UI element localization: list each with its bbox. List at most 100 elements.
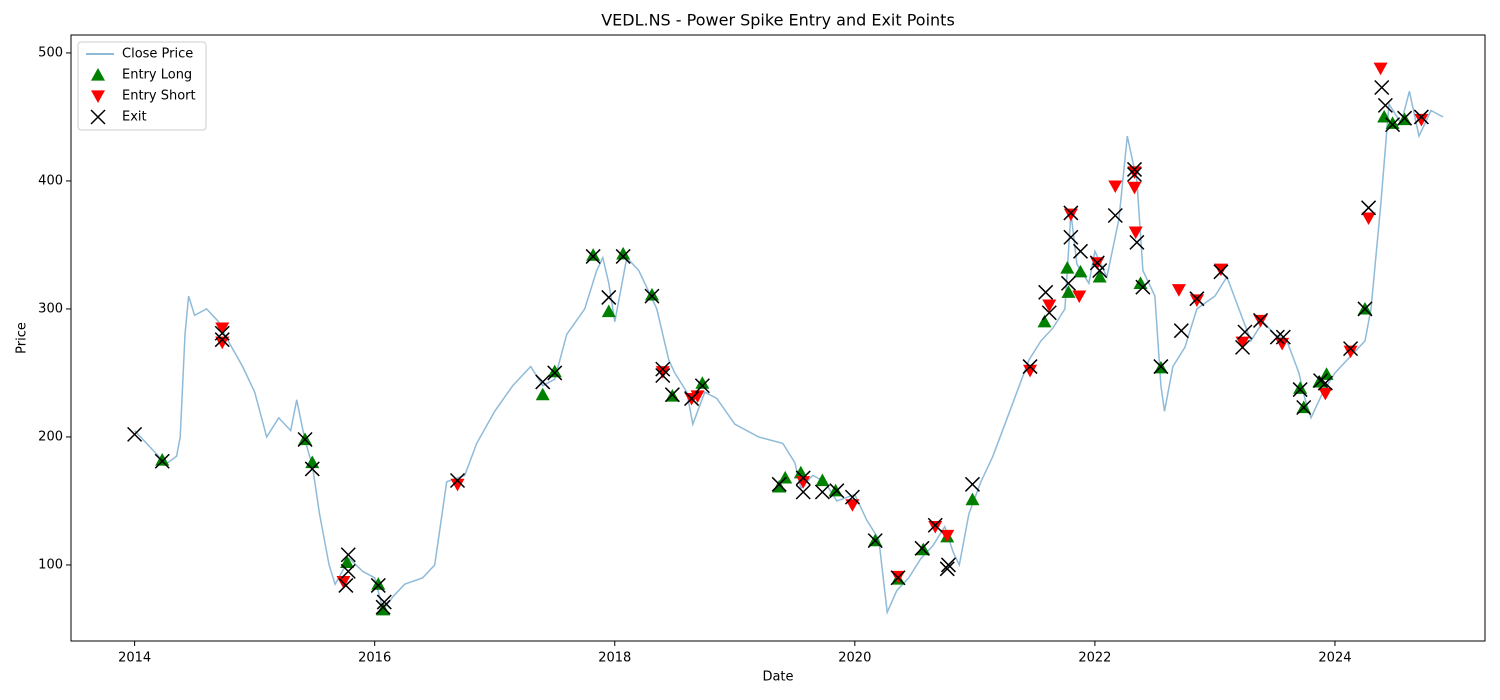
- marker: [1060, 275, 1077, 291]
- marker: [1129, 234, 1145, 250]
- marker: [1108, 180, 1123, 194]
- marker: [1063, 208, 1078, 222]
- legend-label: Exit: [122, 110, 147, 125]
- marker: [449, 472, 466, 489]
- marker: [940, 557, 956, 573]
- marker: [1092, 263, 1108, 279]
- marker: [305, 455, 320, 469]
- marker: [1343, 341, 1359, 357]
- marker: [338, 577, 354, 593]
- marker: [1373, 62, 1388, 76]
- marker: [1189, 294, 1204, 307]
- marker: [1357, 301, 1373, 317]
- marker: [644, 287, 659, 301]
- x-tick-label: 2018: [598, 651, 631, 666]
- marker: [1128, 226, 1143, 240]
- marker: [829, 483, 845, 499]
- marker: [601, 304, 616, 318]
- x-axis-label: Date: [762, 670, 793, 685]
- marker: [376, 602, 391, 616]
- marker: [664, 387, 680, 403]
- marker: [914, 540, 930, 556]
- marker: [1313, 373, 1329, 389]
- x-tick-label: 2016: [358, 651, 391, 666]
- x-tick-label: 2022: [1078, 651, 1111, 666]
- y-axis-label: Price: [15, 322, 30, 354]
- marker: [795, 484, 811, 500]
- marker: [1092, 269, 1107, 283]
- marker: [1127, 166, 1142, 179]
- marker: [772, 479, 787, 493]
- marker: [155, 452, 170, 466]
- marker: [601, 289, 617, 305]
- marker: [127, 426, 143, 442]
- marker: [771, 476, 787, 492]
- legend-box: [77, 41, 207, 131]
- marker: [450, 478, 465, 492]
- marker: [1135, 279, 1151, 295]
- marker: [215, 336, 230, 350]
- marker: [154, 453, 170, 469]
- marker: [1343, 345, 1358, 359]
- chart-title: VEDL.NS - Power Spike Entry and Exit Poi…: [601, 11, 955, 30]
- marker: [1235, 336, 1250, 350]
- marker: [1041, 305, 1057, 321]
- marker: [1127, 181, 1142, 195]
- marker: [1397, 110, 1413, 126]
- marker: [376, 594, 392, 610]
- marker: [940, 529, 955, 543]
- marker: [615, 248, 631, 264]
- legend-swatch: [90, 109, 106, 125]
- marker: [1385, 117, 1401, 133]
- marker: [844, 489, 860, 505]
- marker: [1171, 284, 1186, 297]
- legend-swatch: [91, 68, 105, 81]
- marker: [815, 473, 830, 487]
- marker: [1061, 285, 1076, 298]
- marker: [1413, 109, 1429, 125]
- marker: [1073, 264, 1088, 278]
- marker: [845, 499, 860, 512]
- marker: [778, 470, 793, 484]
- marker: [927, 517, 943, 533]
- marker: [1292, 382, 1308, 398]
- marker: [1153, 359, 1169, 375]
- marker: [1293, 381, 1308, 394]
- marker: [340, 547, 356, 563]
- marker: [304, 461, 320, 477]
- marker: [796, 476, 811, 489]
- marker: [371, 577, 386, 590]
- marker: [616, 246, 631, 260]
- marker: [375, 599, 391, 615]
- marker: [928, 520, 943, 534]
- marker: [370, 577, 386, 593]
- marker: [1042, 299, 1057, 313]
- marker: [1317, 375, 1333, 391]
- marker: [1107, 207, 1123, 224]
- marker: [214, 325, 230, 341]
- marker: [1189, 291, 1205, 307]
- marker: [964, 476, 980, 492]
- marker: [695, 376, 710, 389]
- legend-label: Entry Long: [122, 68, 192, 83]
- plot-frame: [70, 34, 1486, 642]
- marker: [1253, 312, 1269, 328]
- marker: [939, 561, 955, 577]
- marker: [1361, 212, 1376, 226]
- marker: [1361, 200, 1377, 216]
- y-tick-label: 200: [38, 429, 63, 444]
- legend-swatch: [91, 90, 105, 103]
- legend-label: Close Price: [122, 47, 193, 62]
- marker: [1318, 387, 1333, 401]
- marker: [1126, 167, 1143, 183]
- marker: [1377, 97, 1393, 113]
- marker: [655, 367, 671, 384]
- marker: [655, 366, 670, 379]
- marker: [1319, 367, 1334, 380]
- marker: [965, 492, 980, 506]
- marker: [1126, 161, 1143, 177]
- marker: [694, 378, 710, 394]
- marker: [1237, 324, 1253, 340]
- marker: [1023, 364, 1038, 378]
